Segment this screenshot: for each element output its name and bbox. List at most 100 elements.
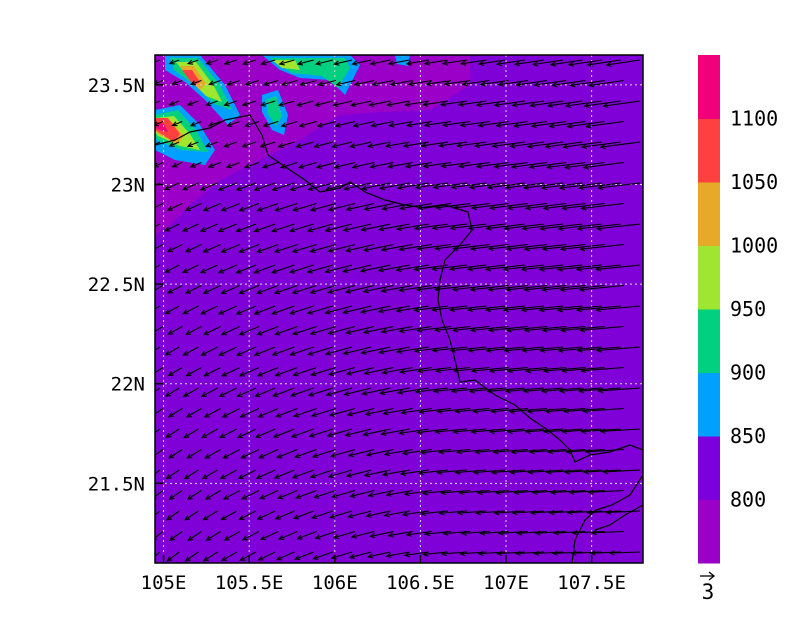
wind-vector [204, 367, 221, 377]
wind-vector [334, 59, 353, 65]
wind-vector-head [360, 226, 367, 232]
wind-vector-head [168, 535, 175, 542]
wind-vector [371, 120, 394, 127]
wind-vector [441, 161, 471, 167]
wind-vector [262, 161, 279, 168]
wind-vector [351, 100, 372, 106]
wind-vector [368, 141, 391, 148]
wind-vector-head [401, 450, 409, 456]
wind-vector [494, 161, 528, 168]
wind-vector [547, 161, 586, 168]
wind-vector-head [164, 226, 171, 232]
wind-vector [546, 469, 583, 473]
wind-vector [344, 182, 372, 190]
wind-vector-head [271, 268, 278, 274]
wind-vector [476, 510, 506, 514]
wind-vector-head [208, 80, 215, 86]
wind-vector-head [189, 121, 196, 127]
wind-vector [388, 59, 410, 65]
wind-vector [468, 305, 506, 311]
wind-vector [451, 182, 487, 189]
wind-vector-head [526, 408, 533, 414]
wind-vector-head [420, 142, 427, 148]
wind-vector-head [280, 122, 287, 128]
wind-vector [167, 285, 183, 294]
wind-vector-head [563, 469, 570, 475]
wind-vector-head [585, 123, 592, 129]
wind-vector-head [274, 330, 281, 336]
wind-vector [531, 510, 564, 514]
wind-vector-head [566, 509, 573, 516]
wind-vector [486, 305, 525, 311]
wind-vector-head [240, 453, 247, 459]
wind-vector-head [566, 123, 573, 129]
wind-vector [512, 510, 545, 514]
wind-vector [453, 243, 490, 250]
wind-vector [344, 387, 372, 396]
wind-vector [279, 59, 295, 65]
wind-vector-head [396, 184, 404, 191]
wind-vector-head [378, 226, 385, 232]
wind-vector-head [331, 143, 338, 149]
wind-vector [307, 305, 333, 314]
contour-region-1050 [182, 70, 200, 86]
wind-vector-head [204, 494, 211, 500]
wind-vector [568, 510, 602, 514]
wind-vector [200, 223, 218, 232]
wind-vector-head [551, 550, 558, 556]
wind-vector-head [309, 473, 316, 479]
wind-vector-head [575, 307, 582, 313]
wind-vector [183, 387, 199, 397]
border-line [594, 504, 643, 531]
wind-vector [155, 326, 164, 332]
wind-vector [237, 428, 257, 438]
wind-vector [424, 59, 449, 65]
wind-vector [455, 469, 487, 474]
wind-vector-head [306, 227, 314, 233]
wind-vector-head [542, 367, 549, 374]
wind-vector [326, 182, 353, 190]
wind-vector-head [381, 205, 388, 211]
wind-vector [272, 223, 295, 232]
wind-vector-head [148, 433, 153, 437]
wind-vector-head [452, 245, 459, 251]
wind-vector-head [396, 389, 404, 395]
wind-vector-head [538, 307, 545, 313]
wind-vector [462, 79, 490, 85]
colorbar-segment [698, 118, 720, 183]
wind-vector [325, 264, 353, 273]
wind-vector-head [235, 351, 243, 356]
wind-vector-head [236, 392, 243, 398]
wind-vector-head [181, 185, 189, 191]
wind-vector-head [314, 534, 321, 540]
wind-vector [454, 202, 490, 209]
wind-vector [423, 161, 452, 167]
wind-vector-head [316, 122, 323, 128]
wind-vector [498, 530, 528, 534]
wind-vector [205, 449, 221, 459]
wind-vector [436, 366, 471, 372]
wind-vector-head [345, 370, 352, 376]
wind-vector-head [467, 225, 474, 231]
wind-vector-head [565, 449, 572, 455]
wind-vector-head [184, 556, 191, 562]
wind-vector [218, 223, 238, 232]
wind-vector-head [361, 185, 368, 191]
wind-vector-head [202, 206, 209, 212]
reference-vector: 3 [700, 571, 716, 604]
wind-vector-head [217, 309, 225, 315]
wind-vector-head [599, 428, 606, 434]
wind-vector [227, 120, 240, 127]
wind-vector [405, 100, 429, 106]
wind-vector-head [315, 60, 322, 66]
wind-vector-head [311, 452, 319, 458]
wind-vector-head [262, 122, 269, 128]
wind-vector-head [307, 185, 314, 192]
wind-vector [366, 510, 391, 517]
wind-vector [582, 141, 621, 148]
wind-vector-head [221, 412, 228, 418]
wind-vector [435, 284, 471, 291]
wind-vector [489, 325, 528, 331]
wind-vector-head [387, 60, 394, 66]
wind-vector [224, 59, 237, 65]
